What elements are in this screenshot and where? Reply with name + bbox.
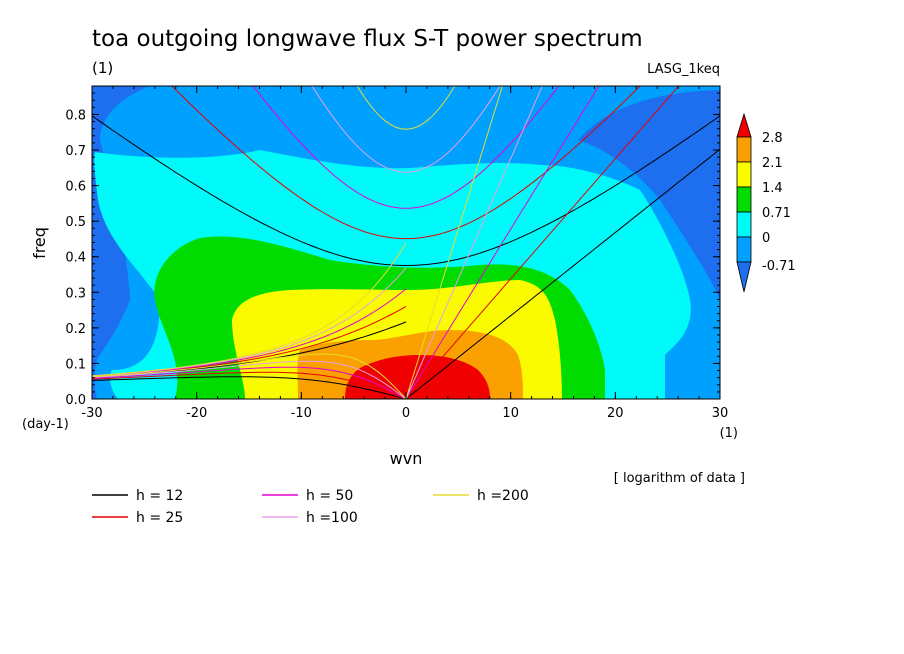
contour-fills: [94, 86, 720, 399]
colorbar-segment: [736, 236, 752, 263]
rossby-curve-h25: [92, 371, 407, 399]
igw-curve-h200: [356, 86, 456, 130]
units-label: (1): [92, 59, 113, 77]
x-axis-label: wvn: [390, 449, 423, 468]
x-tick-label: 10: [502, 406, 519, 421]
colorbar-label: 1.4: [762, 181, 783, 196]
y-tick-label: 0.5: [65, 215, 86, 230]
colorbar-label: 2.1: [762, 156, 783, 171]
rossby-curve-h50: [92, 366, 407, 399]
igw-curve-h100: [311, 86, 501, 173]
colorbar-segment: [736, 211, 752, 238]
y-tick-label: 0.6: [65, 180, 86, 195]
x-tick-label: -30: [81, 406, 102, 421]
igw-curve-h12: [92, 115, 720, 267]
colorbar: 2.8 2.1 1.4 0.71 0 -0.71: [736, 112, 796, 293]
igw-curve-h50: [252, 86, 560, 209]
colorbar-label: 2.8: [762, 131, 783, 146]
legend-label-h12: h = 12: [136, 488, 183, 504]
y-tick-label: 0.3: [65, 286, 86, 301]
rossby-curve-h12: [92, 376, 407, 399]
plot-area: [91, 85, 721, 400]
legend-label-h100: h =100: [306, 510, 358, 526]
kelvin-curve-h12: [405, 148, 720, 399]
contour-level-28: [345, 355, 490, 399]
kelvin-curve-h100: [405, 86, 543, 399]
colorbar-label: -0.71: [762, 259, 796, 274]
rossby-curve-h200: [92, 353, 407, 399]
igw-curve-h25: [171, 86, 641, 240]
colorbar-label: 0: [762, 231, 770, 246]
axis-ticks: [91, 85, 721, 400]
colorbar-top-arrow: [736, 112, 752, 138]
x-tick-label: -10: [291, 406, 312, 421]
legend-label-h25: h = 25: [136, 510, 183, 526]
mrg-curve-h200: [92, 243, 407, 377]
y-tick-label: 0.0: [65, 393, 86, 408]
kelvin-curve-h200: [405, 86, 503, 399]
colorbar-label: 0.71: [762, 206, 791, 221]
x-tick-labels: -30 -20 -10 0 10 20 30: [81, 406, 728, 421]
kelvin-curve-h50: [405, 86, 600, 399]
legend-label-h50: h = 50: [306, 488, 353, 504]
y-tick-label: 0.8: [65, 108, 86, 123]
colorbar-bottom-arrow: [736, 261, 752, 293]
data-note: [ logarithm of data ]: [614, 471, 745, 486]
colorbar-segment: [736, 186, 752, 213]
y-tick-label: 0.4: [65, 251, 86, 266]
kelvin-curve-h25: [405, 86, 680, 399]
x-units-label: (1): [720, 426, 738, 441]
rossby-curve-h100: [92, 360, 407, 399]
x-tick-label: -20: [186, 406, 207, 421]
y-tick-label: 0.2: [65, 322, 86, 337]
colorbar-segment: [736, 136, 752, 163]
y-tick-label: 0.1: [65, 357, 86, 372]
legend-label-h200: h =200: [477, 488, 529, 504]
chart-title: toa outgoing longwave flux S-T power spe…: [92, 26, 643, 52]
y-axis-label: freq: [30, 227, 49, 259]
dispersion-curves: [92, 86, 720, 399]
colorbar-segment: [736, 161, 752, 188]
x-tick-label: 30: [712, 406, 729, 421]
y-tick-labels: 0.0 0.1 0.2 0.3 0.4 0.5 0.6 0.7 0.8: [65, 108, 86, 408]
x-tick-label: 20: [607, 406, 624, 421]
x-tick-label: 0: [402, 406, 410, 421]
model-label: LASG_1keq: [647, 62, 720, 77]
y-tick-label: 0.7: [65, 144, 86, 159]
legend: h = 12 h = 25 h = 50 h =100 h =200: [92, 488, 529, 526]
y-units-label: (day-1): [22, 417, 69, 432]
